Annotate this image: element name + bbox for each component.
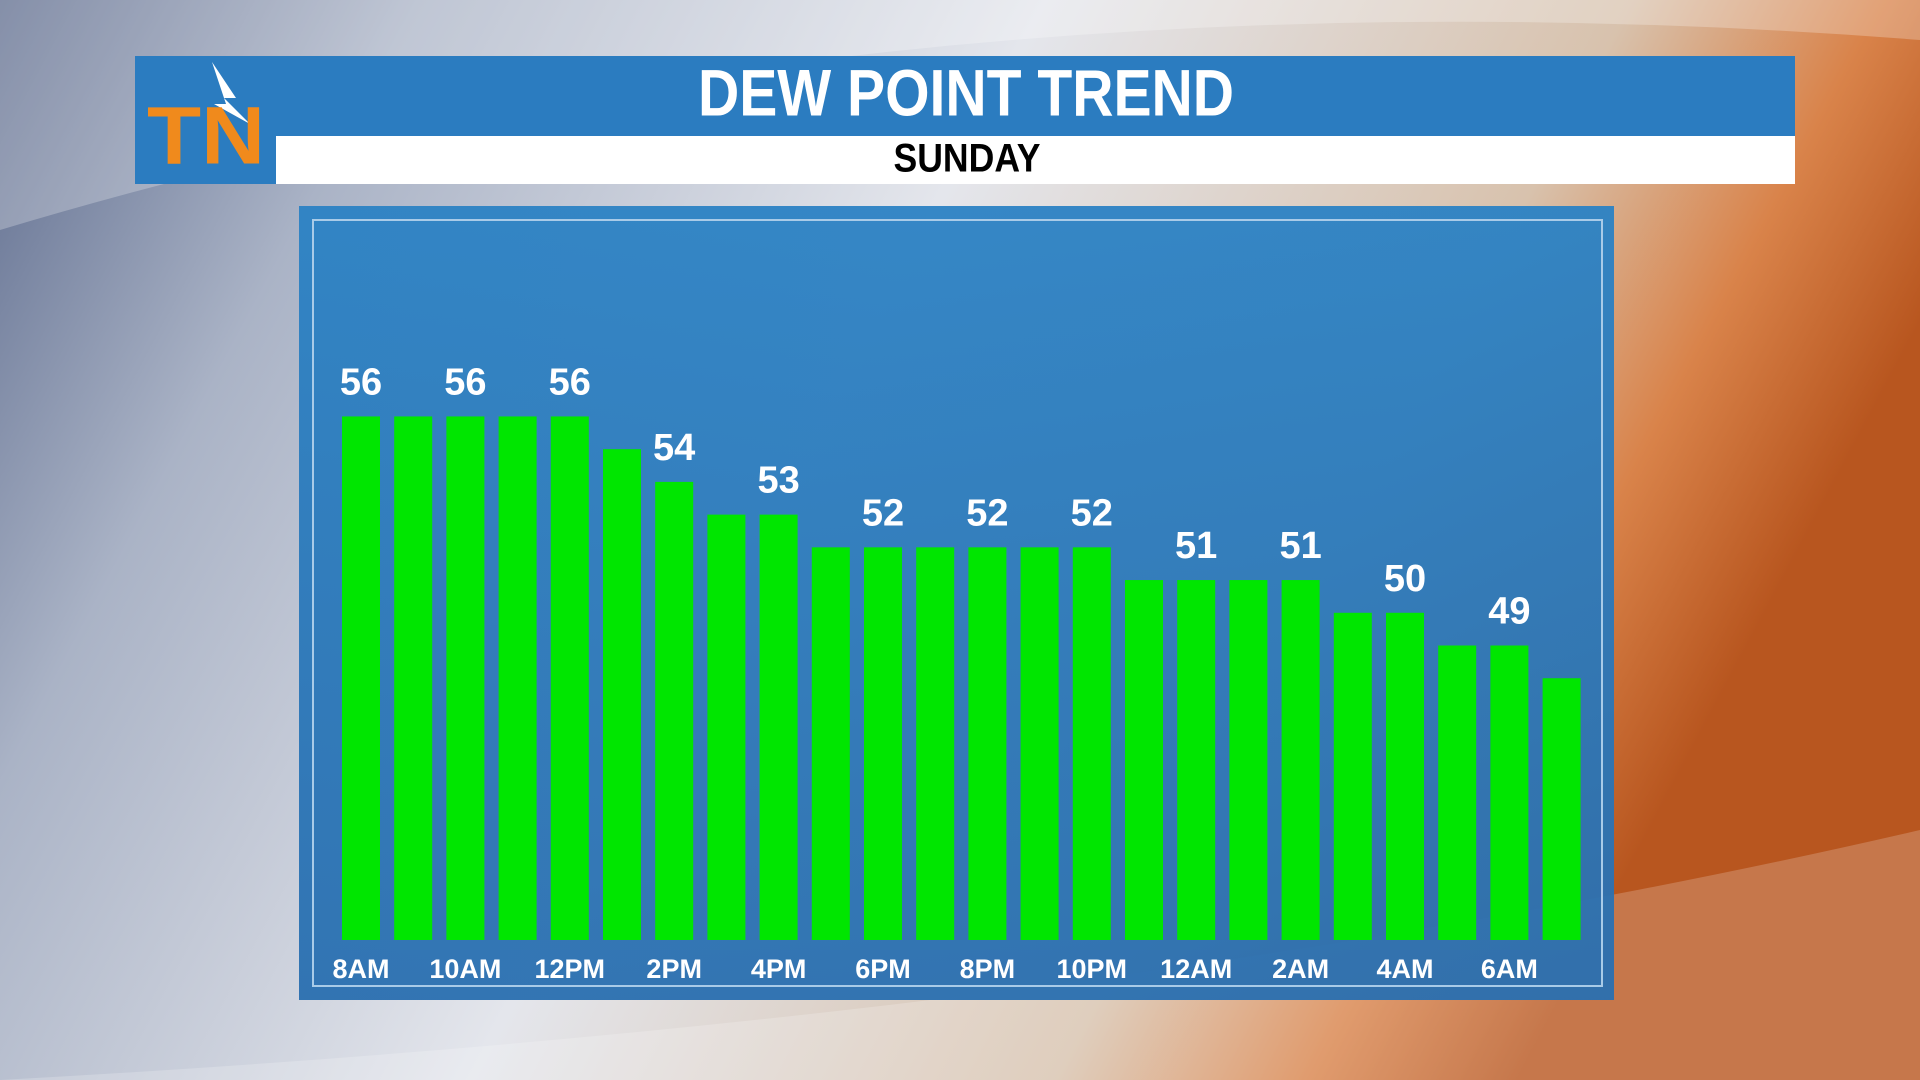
data-label: 51 bbox=[1279, 525, 1321, 567]
x-tick-label: 8AM bbox=[332, 954, 389, 984]
bar bbox=[759, 514, 798, 940]
bar bbox=[446, 416, 485, 940]
bar bbox=[1229, 580, 1268, 940]
chart-title: DEW POINT TREND bbox=[698, 55, 1234, 129]
data-label: 50 bbox=[1384, 558, 1426, 600]
bar bbox=[655, 481, 694, 940]
data-label: 54 bbox=[653, 427, 695, 469]
x-tick-label: 10PM bbox=[1057, 954, 1128, 984]
bar bbox=[1177, 580, 1216, 940]
bar bbox=[1438, 645, 1477, 940]
bar bbox=[968, 547, 1007, 940]
data-label: 56 bbox=[549, 361, 591, 403]
x-tick-label: 2PM bbox=[646, 954, 702, 984]
bar bbox=[1386, 612, 1424, 940]
bar bbox=[1072, 547, 1111, 940]
x-tick-label: 12AM bbox=[1160, 954, 1232, 984]
x-tick-label: 2AM bbox=[1272, 954, 1329, 984]
bar bbox=[550, 416, 589, 940]
x-tick-label: 6PM bbox=[855, 954, 911, 984]
bar bbox=[342, 416, 380, 940]
bar bbox=[1333, 612, 1372, 940]
data-label: 52 bbox=[966, 492, 1008, 534]
bar bbox=[811, 547, 850, 940]
data-label: 56 bbox=[444, 361, 486, 403]
data-label: 53 bbox=[757, 460, 799, 502]
bar bbox=[1281, 580, 1320, 940]
bar bbox=[864, 547, 902, 940]
data-label: 52 bbox=[862, 492, 904, 534]
x-tick-label: 12PM bbox=[535, 954, 606, 984]
x-tick-label: 4AM bbox=[1376, 954, 1433, 984]
plot-area: 8AM 56 10AM 56 12PM 56 2PM 54 4PM 53 6PM 52 8PM 52 10P… bbox=[332, 361, 1581, 984]
subtitle-bar bbox=[276, 136, 1795, 184]
chart-frame bbox=[312, 219, 1603, 987]
logo: TN bbox=[147, 91, 265, 182]
background-swoosh bbox=[0, 830, 1920, 1080]
logo-bolt bbox=[212, 62, 250, 124]
bar bbox=[394, 416, 433, 940]
bar bbox=[1542, 678, 1581, 940]
data-label: 56 bbox=[340, 361, 382, 403]
bar bbox=[707, 514, 746, 940]
bar bbox=[498, 416, 537, 940]
bar bbox=[1490, 645, 1529, 940]
data-label: 51 bbox=[1175, 525, 1217, 567]
bar bbox=[1125, 580, 1163, 940]
bar bbox=[916, 547, 955, 940]
x-tick-label: 8PM bbox=[960, 954, 1016, 984]
x-tick-label: 10AM bbox=[429, 954, 501, 984]
x-tick-label: 4PM bbox=[751, 954, 807, 984]
data-label: 49 bbox=[1488, 591, 1530, 633]
bar bbox=[603, 449, 641, 940]
chart-subtitle: SUNDAY bbox=[894, 137, 1041, 181]
x-tick-label: 6AM bbox=[1481, 954, 1538, 984]
data-label: 52 bbox=[1071, 492, 1113, 534]
bar bbox=[1020, 547, 1059, 940]
